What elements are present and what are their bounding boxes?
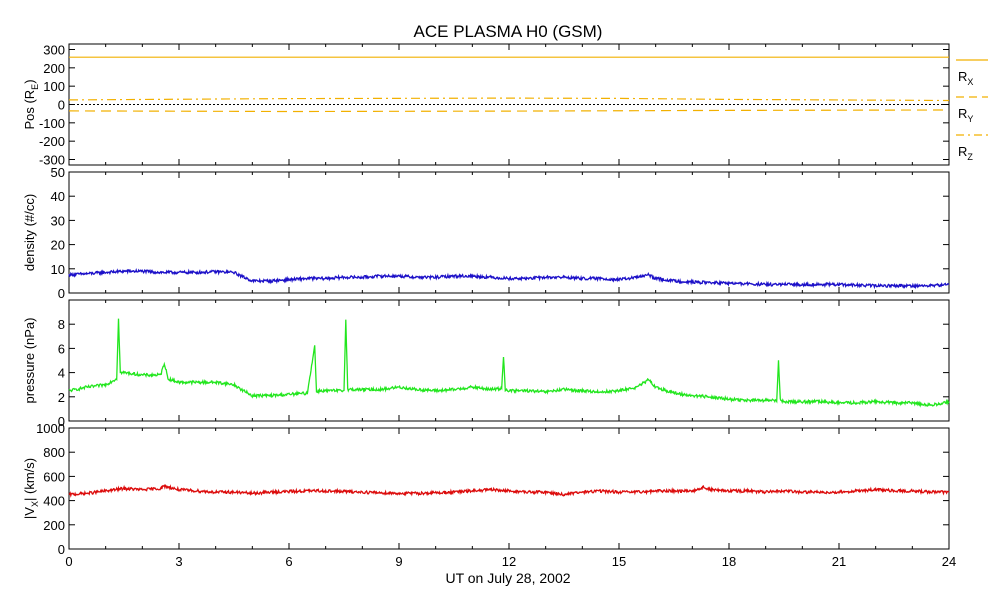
legend-label: RY [958, 106, 973, 124]
y-axis-label: |VX| (km/s) [22, 458, 40, 519]
y-tick-label: 30 [51, 213, 65, 228]
y-tick-label: 50 [51, 165, 65, 180]
x-tick-label: 21 [832, 554, 846, 569]
panel-frame [68, 427, 950, 550]
y-tick-label: 6 [58, 341, 65, 356]
y-tick-label: -200 [39, 134, 65, 149]
y-tick-label: 100 [43, 79, 65, 94]
x-tick-label: 3 [175, 554, 182, 569]
panel-density: 50 40 30 20 10 0 density (#/cc) [22, 165, 950, 301]
y-tick-label: 800 [43, 445, 65, 460]
panel-frame [68, 299, 950, 422]
y-axis-label: pressure (nPa) [22, 318, 37, 404]
x-tick-label: 9 [395, 554, 402, 569]
panel-pressure: 8 6 4 2 0 pressure (nPa) [22, 299, 950, 429]
y-tick-label: 10 [51, 262, 65, 277]
x-tick-label: 15 [612, 554, 626, 569]
x-tick-label: 6 [285, 554, 292, 569]
panel-pos: 300 200 100 0 -100 -200 -300 Pos (RE) RX RY RZ [22, 43, 988, 168]
y-tick-label: 600 [43, 469, 65, 484]
legend: RX RY RZ [956, 59, 988, 162]
y-tick-label: 0 [58, 542, 65, 557]
y-tick-label: 2 [58, 390, 65, 405]
y-tick-label: 20 [51, 238, 65, 253]
legend-label: RZ [958, 144, 973, 162]
y-tick-label: -300 [39, 153, 65, 168]
panel-frame [68, 171, 950, 294]
series-pos-2 [68, 97, 950, 102]
series-pressure-0 [68, 318, 950, 408]
x-axis-label: UT on July 28, 2002 [445, 570, 570, 586]
legend-label: RX [958, 69, 973, 87]
y-tick-label: 200 [43, 61, 65, 76]
y-tick-label: 4 [58, 366, 65, 381]
chart-title: ACE PLASMA H0 (GSM) [414, 22, 603, 41]
y-axis-label: density (#/cc) [22, 194, 37, 271]
y-tick-label: 0 [58, 414, 65, 429]
x-tick-label: 18 [722, 554, 736, 569]
series-vx-0 [68, 484, 950, 498]
y-tick-label: 0 [58, 98, 65, 113]
y-tick-label: 300 [43, 43, 65, 58]
y-tick-label: 0 [58, 286, 65, 301]
series-pos-1 [68, 109, 950, 113]
y-tick-label: 400 [43, 494, 65, 509]
x-tick-label: 12 [502, 554, 516, 569]
panel-vx: 1000 800 600 400 200 0 |VX| (km/s) 0 3 6 9 12 15 18 21… [22, 421, 956, 569]
y-tick-label: 1000 [36, 421, 65, 436]
y-axis-label: Pos (RE) [22, 79, 40, 129]
x-tick-label: 24 [942, 554, 956, 569]
y-tick-label: 200 [43, 518, 65, 533]
y-tick-label: 8 [58, 317, 65, 332]
y-tick-label: -100 [39, 116, 65, 131]
x-tick-label: 0 [65, 554, 72, 569]
series-density-0 [68, 267, 950, 290]
y-tick-label: 40 [51, 189, 65, 204]
